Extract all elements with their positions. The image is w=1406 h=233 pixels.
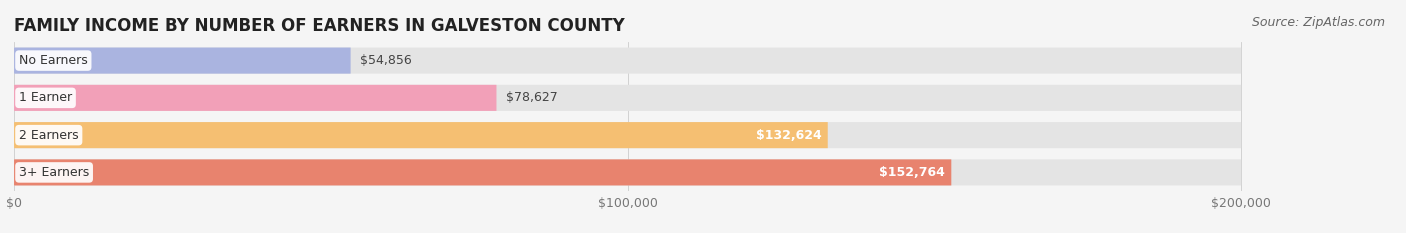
Text: $54,856: $54,856 xyxy=(360,54,412,67)
Text: Source: ZipAtlas.com: Source: ZipAtlas.com xyxy=(1251,16,1385,29)
FancyBboxPatch shape xyxy=(14,159,1241,185)
FancyBboxPatch shape xyxy=(14,159,952,185)
Text: 3+ Earners: 3+ Earners xyxy=(18,166,89,179)
Text: $152,764: $152,764 xyxy=(879,166,945,179)
FancyBboxPatch shape xyxy=(14,48,350,74)
Text: $78,627: $78,627 xyxy=(506,91,558,104)
Text: FAMILY INCOME BY NUMBER OF EARNERS IN GALVESTON COUNTY: FAMILY INCOME BY NUMBER OF EARNERS IN GA… xyxy=(14,17,624,35)
Text: No Earners: No Earners xyxy=(18,54,87,67)
FancyBboxPatch shape xyxy=(14,85,1241,111)
FancyBboxPatch shape xyxy=(14,122,1241,148)
Text: $132,624: $132,624 xyxy=(756,129,821,142)
FancyBboxPatch shape xyxy=(14,85,496,111)
FancyBboxPatch shape xyxy=(14,48,1241,74)
FancyBboxPatch shape xyxy=(14,122,828,148)
Text: 1 Earner: 1 Earner xyxy=(18,91,72,104)
Text: 2 Earners: 2 Earners xyxy=(18,129,79,142)
